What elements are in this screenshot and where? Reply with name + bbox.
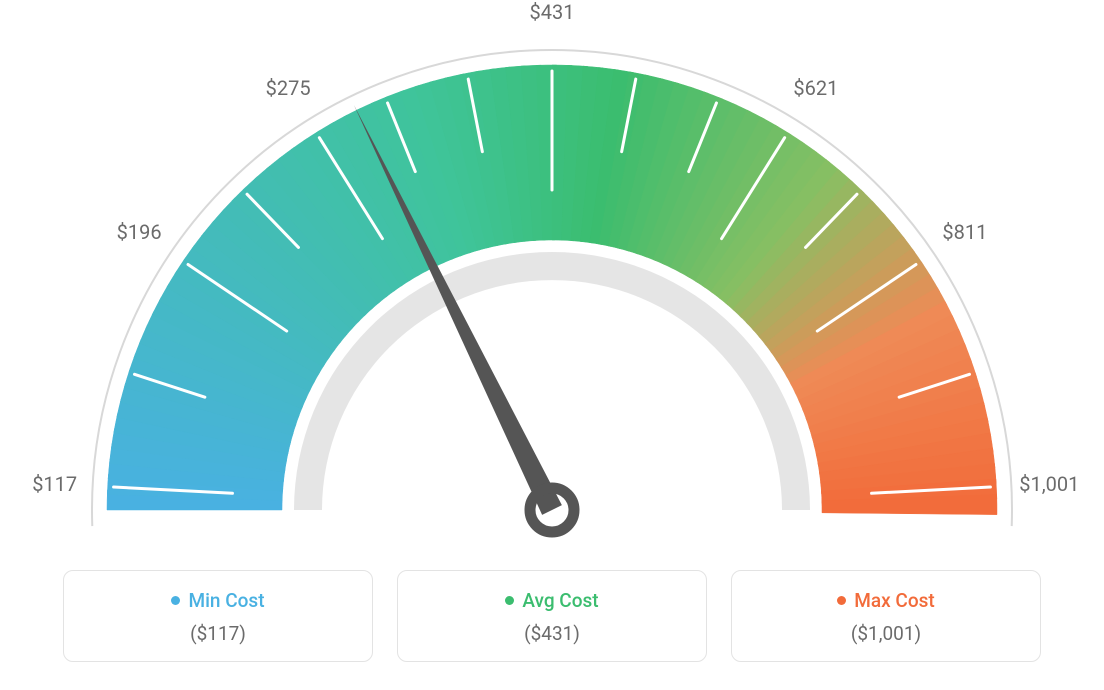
legend-dot-avg	[505, 596, 514, 605]
gauge-svg	[0, 0, 1104, 560]
tick-label: $621	[793, 76, 838, 100]
legend-label-max: Max Cost	[854, 589, 934, 612]
gauge-chart: $117 $196 $275 $431 $621 $811 $1,001	[0, 0, 1104, 560]
legend-dot-min	[171, 596, 180, 605]
tick-label: $196	[117, 220, 162, 244]
legend-value-max: ($1,001)	[742, 622, 1030, 645]
legend-label-avg: Avg Cost	[522, 589, 598, 612]
tick-label: $117	[32, 472, 77, 496]
legend-title-max: Max Cost	[837, 589, 934, 612]
tick-label: $1,001	[1019, 472, 1079, 496]
legend-title-min: Min Cost	[171, 589, 264, 612]
legend-title-avg: Avg Cost	[505, 589, 598, 612]
legend-value-min: ($117)	[74, 622, 362, 645]
legend-card-max: Max Cost ($1,001)	[731, 570, 1041, 662]
legend-card-min: Min Cost ($117)	[63, 570, 373, 662]
legend-row: Min Cost ($117) Avg Cost ($431) Max Cost…	[0, 570, 1104, 662]
tick-label: $431	[530, 0, 575, 24]
tick-label: $811	[942, 220, 987, 244]
legend-card-avg: Avg Cost ($431)	[397, 570, 707, 662]
legend-dot-max	[837, 596, 846, 605]
legend-value-avg: ($431)	[408, 622, 696, 645]
tick-label: $275	[266, 76, 311, 100]
legend-label-min: Min Cost	[188, 589, 264, 612]
